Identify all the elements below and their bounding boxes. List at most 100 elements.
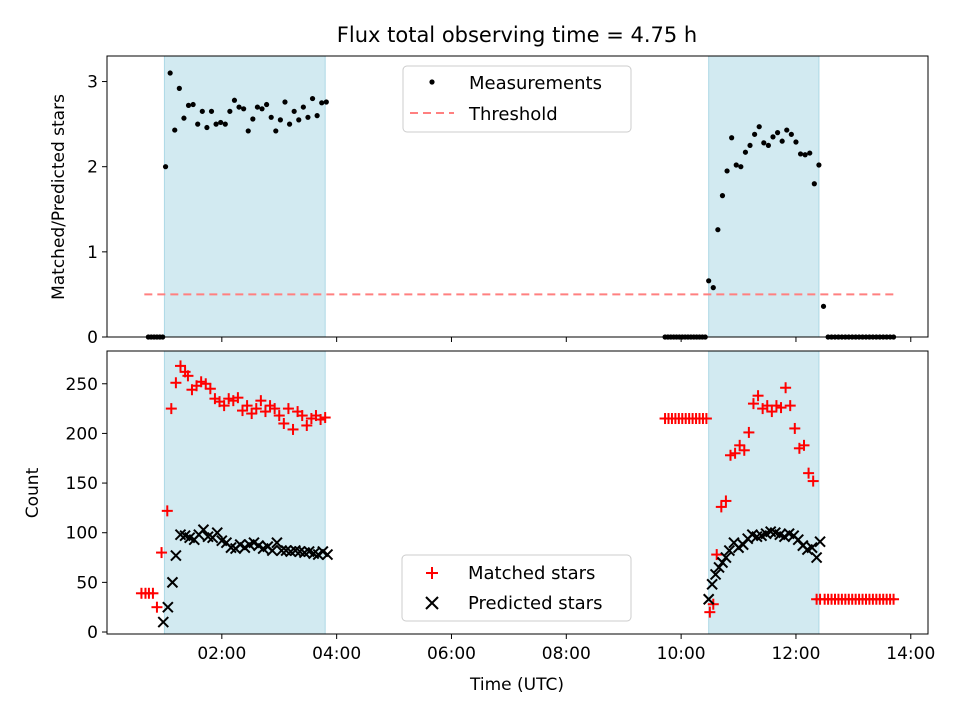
top-y-axis-label: Matched/Predicted stars <box>49 94 69 300</box>
measurement-point <box>729 135 735 141</box>
top-shaded-span <box>708 55 820 338</box>
measurement-point <box>761 140 767 146</box>
measurement-point <box>733 162 739 168</box>
measurement-point <box>190 101 196 108</box>
bottom-y-tick-label: 150 <box>66 474 98 494</box>
legend-measurements-label: Measurements <box>469 73 602 94</box>
measurement-point <box>742 149 749 155</box>
matched-stars-point <box>232 392 244 404</box>
matched-stars-point <box>761 400 773 412</box>
matched-stars-point <box>807 475 819 487</box>
predicted-stars-point <box>275 544 288 557</box>
top-y-tick-label: 3 <box>87 73 98 93</box>
top-plot-frame <box>106 55 929 338</box>
bottom-panel: 02:00 04:00 06:00 08:00 10:00 12:00 14:00 0 50 1… <box>23 350 935 695</box>
matched-stars-point <box>278 417 290 429</box>
predicted-stars-point <box>157 616 169 628</box>
bottom-y-tick-label: 100 <box>66 524 98 544</box>
matched-stars-point <box>174 360 186 372</box>
matched-stars-point <box>780 382 792 394</box>
top-legend: Measurements Threshold <box>402 65 632 133</box>
matched-stars-point <box>766 406 778 418</box>
predicted-stars-point <box>806 541 818 554</box>
top-y-tick-label: 0 <box>87 328 98 348</box>
predicted-stars-point <box>166 576 179 589</box>
measurement-point <box>264 101 270 108</box>
measurement-point <box>710 285 716 291</box>
bottom-x-tick-label: 08:00 <box>542 644 591 664</box>
legend-matched-label: Matched stars <box>468 563 595 584</box>
measurement-point <box>250 116 256 122</box>
matched-stars-point <box>282 403 294 415</box>
matched-stars-point <box>218 400 230 412</box>
bottom-y-tick-label: 200 <box>66 424 98 444</box>
matched-stars-point <box>204 383 216 395</box>
measurement-point <box>199 108 205 114</box>
predicted-stars-point <box>720 551 732 564</box>
measurement-point <box>204 124 210 131</box>
measurement-point <box>793 139 799 145</box>
top-data-marks <box>144 70 897 340</box>
top-x-ticks <box>221 337 912 342</box>
matched-stars-point <box>319 412 331 424</box>
measurement-point <box>208 108 215 114</box>
matched-stars-point <box>711 549 723 561</box>
bottom-x-tick-label: 02:00 <box>197 644 246 664</box>
measurement-point <box>245 128 251 134</box>
measurement-point <box>231 97 238 103</box>
legend-predicted-label: Predicted stars <box>468 593 602 614</box>
measurement-point <box>195 121 201 127</box>
measurement-point <box>162 164 169 170</box>
bottom-y-tick-label: 250 <box>66 375 98 395</box>
figure-title: Flux total observing time = 4.75 h <box>337 23 697 47</box>
top-y-tick-label: 1 <box>87 243 98 263</box>
measurement-point <box>167 70 173 76</box>
bottom-shaded-spans <box>163 350 820 635</box>
matched-stars-point <box>170 377 182 389</box>
bottom-shaded-span <box>708 350 820 635</box>
measurement-point <box>807 150 813 156</box>
predicted-stars-point <box>170 549 182 562</box>
measurement-point <box>291 108 297 114</box>
bottom-y-tick-label: 0 <box>87 623 98 643</box>
predicted-stars-point <box>814 535 826 548</box>
matched-stars-point <box>255 395 267 407</box>
matched-stars-point <box>161 505 173 517</box>
predicted-stars-point <box>162 601 174 613</box>
measurement-point <box>218 119 224 126</box>
bottom-legend-box <box>401 554 632 622</box>
measurement-point <box>715 227 721 233</box>
matched-stars-point <box>301 419 313 431</box>
matched-stars-point <box>273 410 285 422</box>
top-legend-box <box>402 65 632 133</box>
bottom-x-tick-label: 06:00 <box>427 644 476 664</box>
top-panel: 0 1 2 3 Matched/Predicted stars Measurement… <box>49 55 929 348</box>
measurement-point <box>305 114 311 120</box>
matched-stars-point <box>784 400 796 412</box>
predicted-stars-point <box>810 551 823 564</box>
legend-matched-marker <box>426 567 438 579</box>
matched-stars-point <box>182 370 194 382</box>
predicted-stars-point <box>271 536 283 549</box>
top-y-ticks: 0 1 2 3 <box>87 73 107 348</box>
matched-stars-point <box>147 587 159 599</box>
measurement-point <box>259 106 265 112</box>
measurement-point <box>747 142 753 149</box>
measurement-point <box>314 113 320 119</box>
matched-stars-point <box>704 606 716 618</box>
bottom-y-ticks: 0 50 100 150 200 250 <box>66 375 107 643</box>
predicted-stars-point <box>211 527 223 539</box>
matched-stars-point <box>720 495 732 507</box>
predicted-stars-point <box>197 524 210 536</box>
matched-stars-point <box>287 423 299 435</box>
matched-stars-point <box>269 403 281 415</box>
measurement-point <box>176 85 182 91</box>
matched-stars-point <box>250 403 262 415</box>
measurement-point <box>816 162 822 168</box>
measurement-point <box>286 121 293 127</box>
bottom-y-tick-label: 50 <box>76 573 98 593</box>
measurement-point <box>797 151 804 157</box>
matched-stars-point <box>798 439 810 451</box>
measurement-point <box>765 142 771 149</box>
measurement-point <box>323 99 329 105</box>
